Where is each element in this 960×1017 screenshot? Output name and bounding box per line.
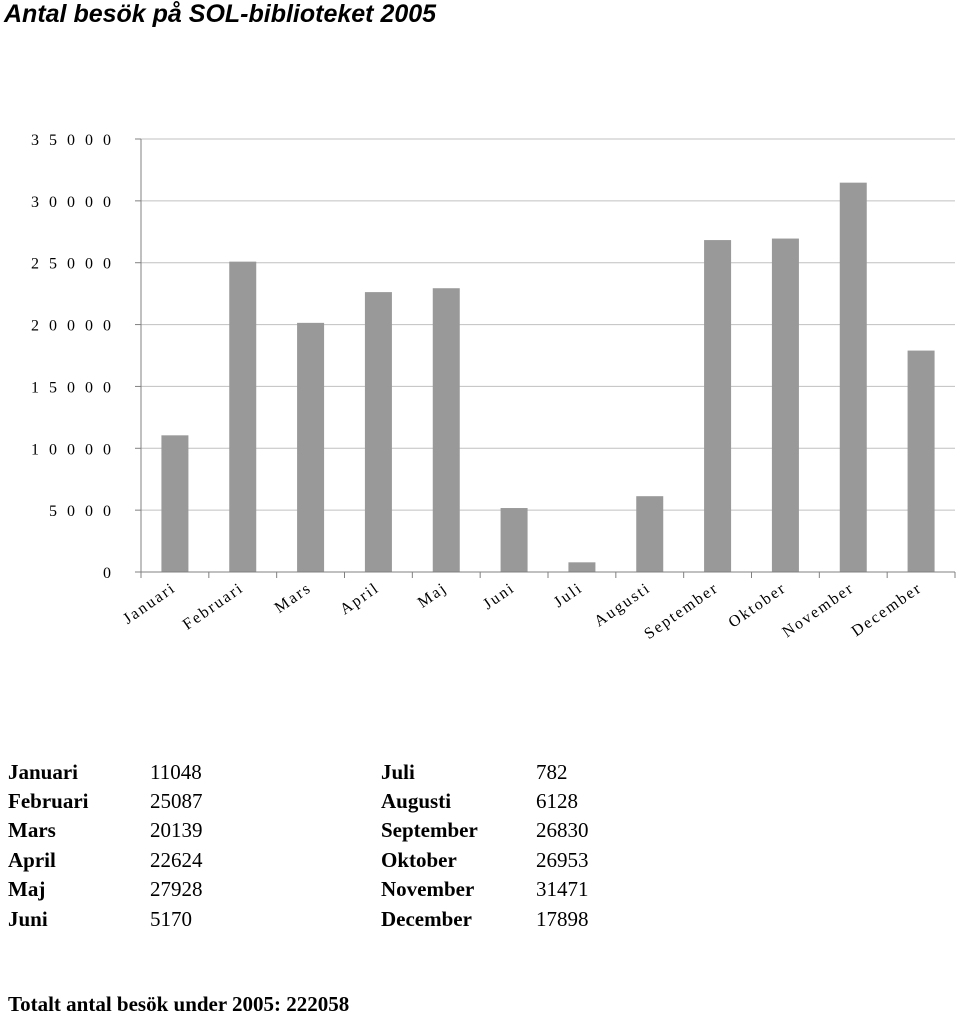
y-tick-label: 2 5 0 0 0 — [31, 256, 114, 273]
month-value: 26953 — [536, 848, 589, 872]
month-name: November — [381, 877, 475, 901]
bars — [161, 182, 935, 573]
bar — [229, 261, 257, 572]
total-visits: Totalt antal besök under 2005: 222058 — [8, 992, 350, 1016]
bar — [704, 240, 732, 572]
month-value: 20139 — [150, 818, 203, 842]
table-row: April 22624 Oktober 26953 — [8, 846, 908, 875]
x-tick-label: September — [641, 579, 722, 642]
y-tick-label: 3 0 0 0 0 — [31, 194, 114, 211]
bar — [568, 562, 596, 572]
y-tick-label: 2 0 0 0 0 — [31, 318, 114, 335]
y-tick-label: 5 0 0 0 — [49, 503, 114, 520]
y-tick-label: 1 0 0 0 0 — [31, 441, 114, 458]
y-tick-label: 3 5 0 0 0 — [31, 132, 114, 149]
month-name: Augusti — [381, 789, 452, 813]
x-tick-label: Mars — [272, 579, 315, 616]
month-value: 27928 — [150, 877, 203, 901]
month-value: 6128 — [536, 789, 578, 813]
month-value: 5170 — [150, 907, 192, 931]
y-tick-label: 1 5 0 0 0 — [31, 379, 114, 396]
bar — [500, 508, 528, 572]
bar-chart: 0 5 0 0 0 1 0 0 0 0 1 5 0 0 0 2 0 0 0 0 2 5 0… — [31, 132, 956, 643]
month-name: Juli — [381, 760, 415, 784]
month-value: 31471 — [536, 877, 589, 901]
month-value: 25087 — [150, 789, 203, 813]
y-tick-labels: 0 5 0 0 0 1 0 0 0 0 1 5 0 0 0 2 0 0 0 0 2 5 0… — [31, 132, 114, 582]
month-name: April — [8, 848, 56, 872]
x-tick-label: Januari — [120, 579, 179, 627]
month-name: September — [381, 818, 478, 842]
table-row: Januari 11048 Juli 782 — [8, 758, 908, 787]
x-tick-label: November — [779, 579, 857, 641]
month-value: 22624 — [150, 848, 203, 872]
bar — [907, 350, 935, 572]
month-name: Mars — [8, 818, 56, 842]
bar — [771, 238, 799, 572]
x-tick-label: Augusti — [591, 579, 654, 630]
axes — [135, 138, 956, 578]
chart-title: Antal besök på SOL-biblioteket 2005 — [4, 0, 437, 28]
x-tick-label: April — [337, 579, 383, 618]
x-tick-labels: Januari Februari Mars April Maj Juni Juli Augus… — [120, 579, 925, 642]
month-name: Juni — [8, 907, 48, 931]
month-name: Februari — [8, 789, 89, 813]
bar — [161, 435, 189, 572]
x-tick-label: Juli — [551, 579, 586, 611]
x-tick-label: December — [849, 579, 926, 640]
month-name: Oktober — [381, 848, 457, 872]
month-value: 782 — [536, 760, 568, 784]
bar — [636, 496, 664, 572]
table-row: Februari 25087 Augusti 6128 — [8, 787, 908, 816]
month-name: December — [381, 907, 472, 931]
bar — [839, 182, 867, 573]
month-value: 11048 — [150, 760, 202, 784]
month-name: Maj — [8, 877, 46, 901]
y-tick-label: 0 — [103, 565, 114, 582]
bar — [364, 292, 392, 572]
bar — [297, 322, 325, 572]
x-tick-label: Juni — [480, 579, 518, 613]
x-tick-label: Oktober — [726, 579, 790, 631]
month-value: 26830 — [536, 818, 589, 842]
x-tick-label: Februari — [180, 579, 247, 633]
table-row: Mars 20139 September 26830 — [8, 816, 908, 845]
month-name: Januari — [8, 760, 79, 784]
table-row: Maj 27928 November 31471 — [8, 875, 908, 904]
table-row: Juni 5170 December 17898 — [8, 905, 908, 934]
grid-lines — [141, 138, 955, 511]
x-tick-label: Maj — [415, 579, 451, 611]
month-value: 17898 — [536, 907, 589, 931]
bar — [432, 288, 460, 572]
